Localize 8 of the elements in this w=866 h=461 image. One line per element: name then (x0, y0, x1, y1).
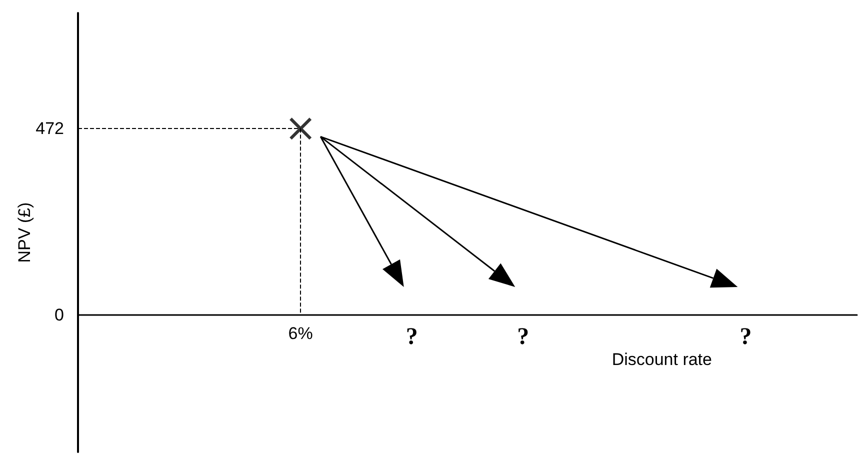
x-tick-label: 6% (288, 324, 313, 344)
x-tick-label: ? (517, 324, 530, 350)
y-tick-label: 0 (54, 306, 64, 325)
x-tick-label: ? (406, 324, 418, 350)
x-tick-label: ? (740, 324, 752, 350)
x-axis-title: Discount rate (612, 350, 712, 370)
y-axis-title: NPV (£) (15, 202, 34, 263)
y-tick-label: 472 (36, 119, 64, 138)
